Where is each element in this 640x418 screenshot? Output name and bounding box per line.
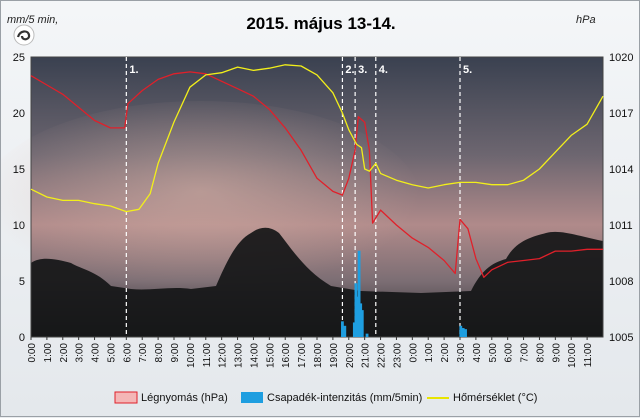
site-logo — [13, 24, 35, 46]
precip-bar — [461, 328, 465, 337]
legend-label-pressure: Légnyomás (hPa) — [141, 392, 228, 404]
x-tick-label: 16:00 — [281, 343, 292, 368]
x-tick-label: 4:00 — [91, 343, 102, 363]
left-tick-label: 15 — [13, 164, 25, 176]
x-tick-label: 3:00 — [456, 343, 467, 363]
event-label: 4. — [379, 64, 388, 76]
x-tick-label: 8:00 — [535, 343, 546, 363]
x-tick-label: 18:00 — [313, 343, 324, 368]
x-tick-label: 7:00 — [138, 343, 149, 363]
legend-label-precipitation: Csapadék-intenzitás (mm/5min) — [267, 392, 422, 404]
left-axis-ticks: 0 5 10 15 20 25 — [13, 52, 25, 344]
right-axis-unit: hPa — [576, 14, 596, 26]
x-tick-label: 6:00 — [504, 343, 515, 363]
x-tick-label: 17:00 — [297, 343, 308, 368]
series-lines — [30, 64, 604, 278]
legend-item-temperature: Hőmérséklet (°C) — [427, 392, 537, 404]
x-tick-label: 4:00 — [472, 343, 483, 363]
right-tick-label: 1011 — [609, 220, 633, 232]
x-tick-label: 20:00 — [345, 343, 356, 368]
precip-bar — [459, 325, 463, 337]
x-tick-label: 11:00 — [583, 343, 594, 368]
x-tick-label: 11:00 — [202, 343, 213, 368]
event-label: 5. — [463, 64, 472, 76]
legend-item-pressure: Légnyomás (hPa) — [114, 391, 228, 404]
left-tick-label: 20 — [13, 108, 25, 120]
right-tick-label: 1008 — [609, 276, 633, 288]
precip-bar — [354, 283, 358, 337]
x-tick-label: 2:00 — [440, 343, 451, 363]
precip-bar — [464, 329, 467, 337]
pressure-line — [30, 71, 603, 278]
x-tick-label: 8:00 — [154, 343, 165, 363]
precip-bar — [341, 321, 344, 337]
x-tick-label: 6:00 — [122, 343, 133, 363]
right-tick-label: 1017 — [609, 108, 633, 120]
precip-bar — [365, 333, 369, 337]
x-tick-label: 15:00 — [265, 343, 276, 368]
precip-bar — [343, 325, 347, 337]
x-tick-label: 23:00 — [392, 343, 403, 368]
x-tick-label: 5:00 — [106, 343, 117, 363]
precip-bar — [357, 250, 361, 337]
right-tick-label: 1014 — [609, 164, 633, 176]
x-tick-label: 13:00 — [234, 343, 245, 368]
x-tick-label: 1:00 — [43, 343, 54, 363]
x-tick-label: 3:00 — [75, 343, 86, 363]
left-tick-label: 0 — [19, 332, 25, 344]
legend-label-temperature: Hőmérséklet (°C) — [453, 392, 537, 404]
x-tick-label: 22:00 — [377, 343, 388, 368]
right-tick-label: 1020 — [609, 52, 633, 64]
left-axis-unit: mm/5 min, — [7, 14, 58, 26]
right-tick-label: 1005 — [609, 332, 633, 344]
x-tick-label: 10:00 — [567, 343, 578, 368]
left-tick-label: 25 — [13, 52, 25, 64]
x-tick-label: 10:00 — [186, 343, 197, 368]
x-tick-label: 21:00 — [361, 343, 372, 368]
precip-bar — [352, 322, 356, 337]
precipitation-bars — [341, 250, 467, 337]
x-tick-label: 9:00 — [170, 343, 181, 363]
x-tick-label: 0:00 — [27, 343, 38, 363]
legend: Légnyomás (hPa) Csapadék-intenzitás (mm/… — [114, 391, 537, 404]
x-tick-label: 1:00 — [424, 343, 435, 363]
precip-bar — [359, 303, 363, 337]
event-label: 3. — [358, 64, 367, 76]
right-axis-ticks: 1005 1008 1011 1014 1017 1020 — [609, 52, 633, 344]
sky-glow — [1, 101, 421, 301]
left-tick-label: 5 — [19, 276, 25, 288]
temperature-line — [30, 64, 604, 213]
x-tick-label: 5:00 — [488, 343, 499, 363]
legend-swatch-precipitation — [241, 392, 263, 403]
x-tick-label: 2:00 — [59, 343, 70, 363]
event-label: 2. — [345, 64, 354, 76]
x-tick-label: 19:00 — [329, 343, 340, 368]
legend-swatch-pressure — [114, 391, 138, 404]
precip-bar — [356, 296, 359, 337]
x-tick-label: 12:00 — [218, 343, 229, 368]
x-axis-ticks: 0:00 1:00 2:00 3:00 4:00 5:00 6:00 7:00 8:00 9:00… — [27, 337, 594, 368]
x-tick-label: 0:00 — [408, 343, 419, 363]
chart-title: 2015. május 13-14. — [246, 14, 395, 33]
event-label: 1. — [129, 64, 138, 76]
x-tick-label: 9:00 — [551, 343, 562, 363]
x-tick-label: 7:00 — [520, 343, 531, 363]
x-tick-label: 14:00 — [249, 343, 260, 368]
precip-bar — [360, 310, 364, 337]
legend-item-precipitation: Csapadék-intenzitás (mm/5min) — [241, 392, 422, 404]
left-tick-label: 10 — [13, 220, 25, 232]
